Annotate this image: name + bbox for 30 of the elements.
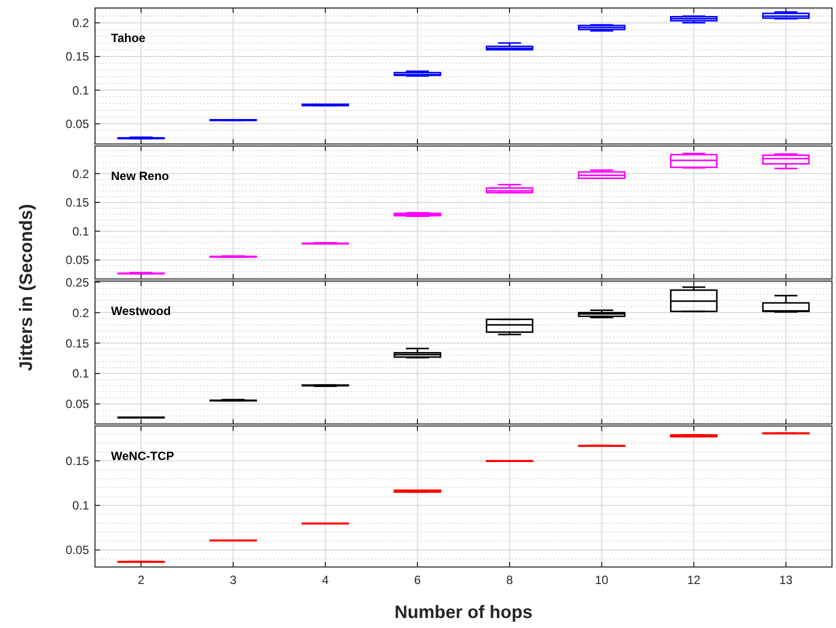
text: Tahoe: [111, 31, 146, 45]
y-tick-label: 0.15: [66, 454, 90, 468]
y-tick-label: 0.25: [66, 275, 90, 290]
y-tick-label: 0.2: [72, 306, 90, 320]
y-tick-label: 0.15: [66, 336, 90, 350]
x-tick-label: 10: [595, 573, 609, 587]
x-tick-label: 12: [687, 573, 701, 587]
y-tick-label: 0.1: [72, 366, 90, 381]
text: New Reno: [111, 169, 170, 183]
y-tick-label: 0.05: [66, 397, 90, 412]
y-tick-label: 0.05: [66, 117, 90, 131]
y-tick-label: 0.05: [66, 253, 90, 268]
x-axis-title: Number of hops: [394, 602, 532, 622]
y-tick-label: 0.05: [66, 543, 90, 558]
y-tick-label: 0.2: [72, 166, 90, 181]
y-tick-label: 0.15: [66, 50, 90, 64]
x-tick-label: 13: [779, 573, 793, 587]
x-tick-label: 3: [230, 573, 237, 587]
x-tick-label: 8: [506, 573, 514, 587]
y-tick-label: 0.1: [72, 83, 90, 98]
text: Westwood: [111, 304, 171, 318]
y-tick-label: 0.1: [72, 224, 90, 238]
y-tick-label: 0.1: [72, 498, 90, 513]
text: WeNC-TCP: [111, 449, 174, 463]
y-tick-label: 0.15: [66, 196, 90, 210]
y-axis-title: Jitters in (Seconds): [16, 204, 36, 372]
x-tick-label: 2: [138, 573, 145, 587]
x-tick-label: 6: [414, 573, 422, 587]
y-tick-label: 0.2: [72, 16, 90, 30]
x-tick-label: 4: [322, 573, 329, 587]
